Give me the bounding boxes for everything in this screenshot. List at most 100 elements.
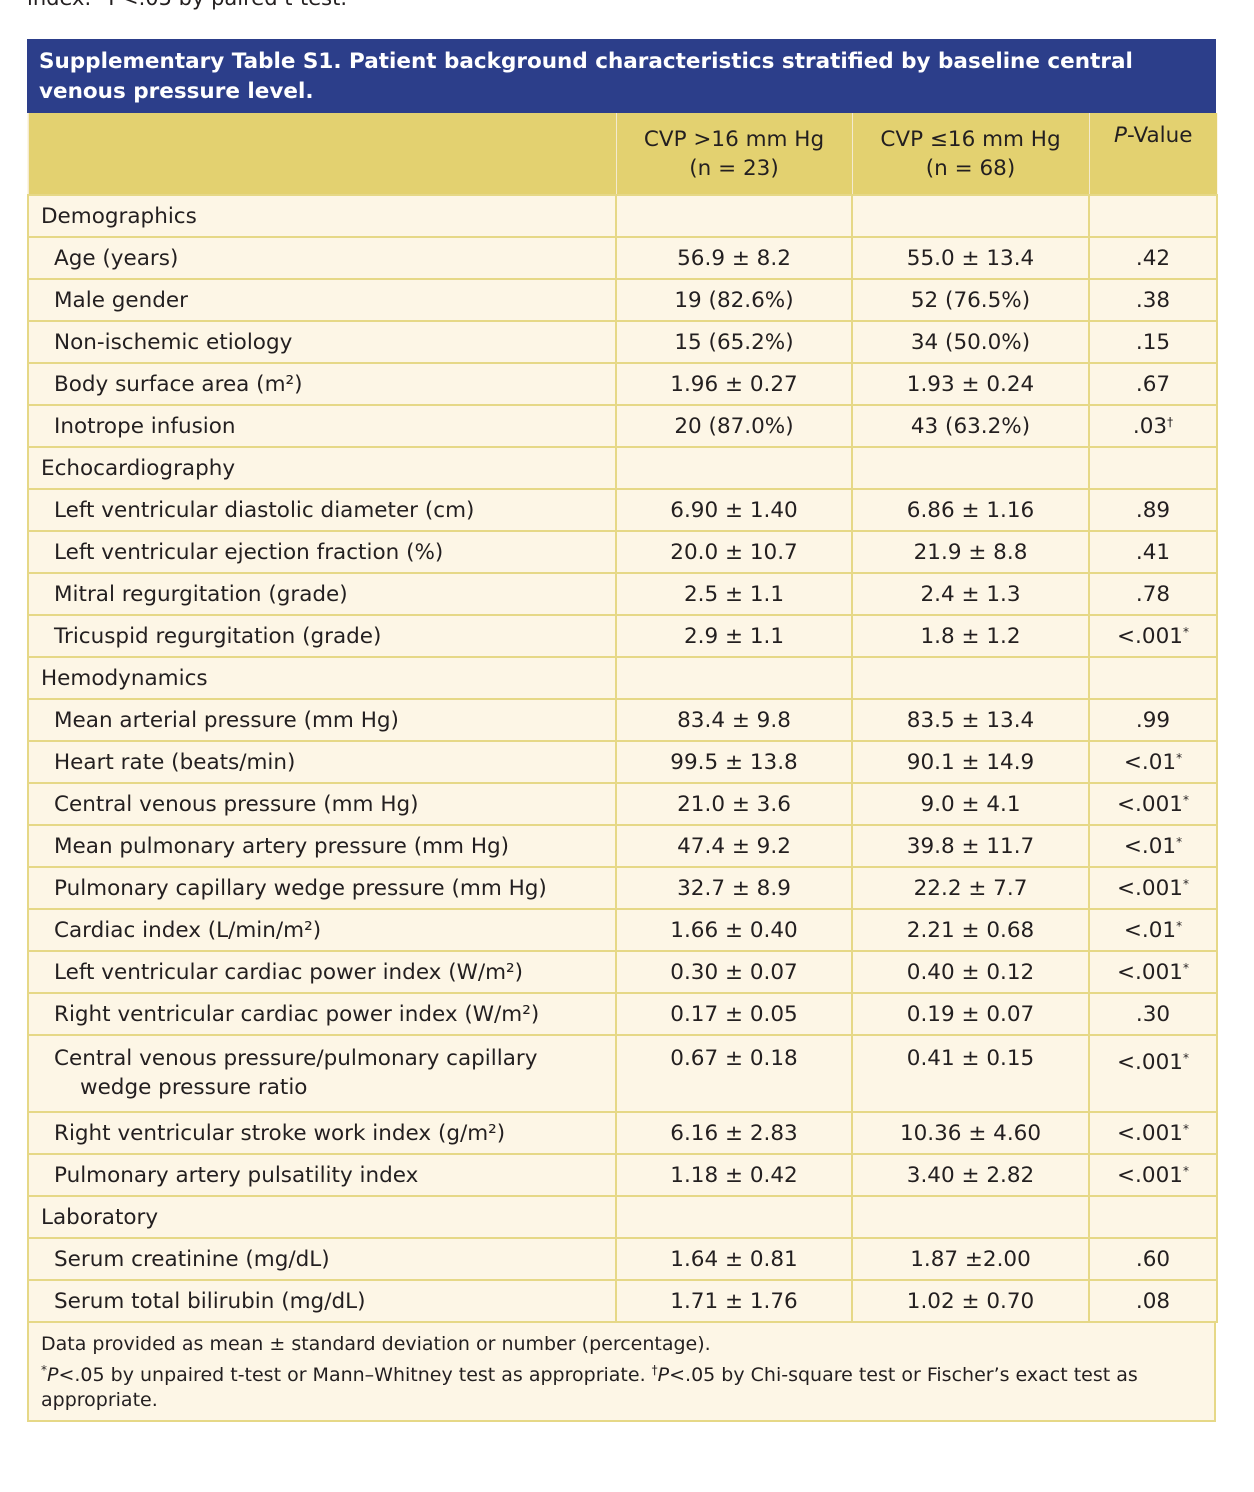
cvp-high-value: 2.5 ± 1.1 [615, 572, 853, 616]
section-row: Echocardiography [27, 446, 1218, 490]
cvp-low-value: 9.0 ± 4.1 [851, 782, 1090, 826]
supplementary-table: Supplementary Table S1. Patient backgrou… [27, 39, 1218, 1422]
cvp-low-value: 1.93 ± 0.24 [851, 362, 1090, 406]
cvp-high-value: 1.96 ± 0.27 [615, 362, 853, 406]
row-label: Body surface area (m²) [27, 362, 617, 406]
cvp-low-value: 2.21 ± 0.68 [851, 908, 1090, 952]
section-label: Echocardiography [27, 446, 617, 490]
row-label: Right ventricular stroke work index (g/m… [27, 1111, 617, 1155]
row-label: Serum total bilirubin (mg/dL) [27, 1279, 617, 1323]
cvp-high-value: 32.7 ± 8.9 [615, 866, 853, 910]
p-value: .41 [1088, 530, 1218, 574]
empty-cell [615, 656, 853, 700]
p-value: .08 [1088, 1279, 1218, 1323]
p-value: .03† [1088, 404, 1218, 448]
cvp-low-value: 0.41 ± 0.15 [851, 1034, 1090, 1113]
empty-cell [1088, 1195, 1218, 1239]
p-value: <.001* [1088, 1034, 1218, 1113]
p-value: <.01* [1088, 908, 1218, 952]
p-value: <.01* [1088, 740, 1218, 784]
cvp-high-value: 1.64 ± 0.81 [615, 1237, 853, 1281]
cvp-high-value: 1.18 ± 0.42 [615, 1153, 853, 1197]
table-row: Left ventricular cardiac power index (W/… [27, 950, 1218, 994]
section-label: Demographics [27, 194, 617, 238]
row-label: Age (years) [27, 236, 617, 280]
section-row: Hemodynamics [27, 656, 1218, 700]
row-label: Left ventricular diastolic diameter (cm) [27, 488, 617, 532]
table-row: Tricuspid regurgitation (grade) 2.9 ± 1.1… [27, 614, 1218, 658]
row-label: Central venous pressure (mm Hg) [27, 782, 617, 826]
p-value: .99 [1088, 698, 1218, 742]
header-cvp-high: CVP >16 mm Hg (n = 23) [615, 113, 852, 195]
previous-footnote-fragment: index. *P<.05 by paired t-test. [27, 0, 347, 10]
table-row: Left ventricular diastolic diameter (cm)… [27, 488, 1218, 532]
table-footnotes: Data provided as mean ± standard deviati… [27, 1323, 1216, 1422]
p-value: <.01* [1088, 824, 1218, 868]
cvp-high-value: 83.4 ± 9.8 [615, 698, 853, 742]
table-row: Heart rate (beats/min) 99.5 ± 13.8 90.1 ± … [27, 740, 1218, 784]
cvp-high-value: 6.90 ± 1.40 [615, 488, 853, 532]
cvp-low-value: 83.5 ± 13.4 [851, 698, 1090, 742]
p-value: <.001* [1088, 782, 1218, 826]
cvp-low-value: 90.1 ± 14.9 [851, 740, 1090, 784]
empty-cell [615, 194, 853, 238]
cvp-low-value: 21.9 ± 8.8 [851, 530, 1090, 574]
cvp-low-value: 0.40 ± 0.12 [851, 950, 1090, 994]
p-value: .42 [1088, 236, 1218, 280]
empty-cell [1088, 656, 1218, 700]
section-label: Laboratory [27, 1195, 617, 1239]
table-row: Right ventricular cardiac power index (W… [27, 992, 1218, 1036]
empty-cell [851, 1195, 1090, 1239]
cvp-low-value: 39.8 ± 11.7 [851, 824, 1090, 868]
cvp-low-value: 1.8 ± 1.2 [851, 614, 1090, 658]
cvp-low-value: 55.0 ± 13.4 [851, 236, 1090, 280]
empty-cell [851, 446, 1090, 490]
row-label: Cardiac index (L/min/m²) [27, 908, 617, 952]
p-value: .89 [1088, 488, 1218, 532]
empty-cell [1088, 446, 1218, 490]
p-value: .15 [1088, 320, 1218, 364]
p-value: <.001* [1088, 866, 1218, 910]
row-label: Tricuspid regurgitation (grade) [27, 614, 617, 658]
cvp-low-value: 22.2 ± 7.7 [851, 866, 1090, 910]
row-label: Central venous pressure/pulmonary capill… [27, 1034, 617, 1113]
cvp-high-value: 1.71 ± 1.76 [615, 1279, 853, 1323]
row-label: Right ventricular cardiac power index (W… [27, 992, 617, 1036]
cvp-high-value: 21.0 ± 3.6 [615, 782, 853, 826]
cvp-high-value: 20 (87.0%) [615, 404, 853, 448]
row-label: Mean pulmonary artery pressure (mm Hg) [27, 824, 617, 868]
cvp-high-value: 1.66 ± 0.40 [615, 908, 853, 952]
table-row: Central venous pressure (mm Hg) 21.0 ± 3.… [27, 782, 1218, 826]
header-p-value: P-Value [1088, 113, 1217, 195]
p-value: <.001* [1088, 1153, 1218, 1197]
table-row: Serum creatinine (mg/dL) 1.64 ± 0.81 1.87 … [27, 1237, 1218, 1281]
header-row: CVP >16 mm Hg (n = 23) CVP ≤16 mm Hg (n = … [27, 113, 1217, 195]
cvp-low-value: 1.02 ± 0.70 [851, 1279, 1090, 1323]
cvp-low-value: 43 (63.2%) [851, 404, 1090, 448]
section-label: Hemodynamics [27, 656, 617, 700]
cvp-high-value: 99.5 ± 13.8 [615, 740, 853, 784]
cvp-low-value: 6.86 ± 1.16 [851, 488, 1090, 532]
table-row: Mitral regurgitation (grade) 2.5 ± 1.1 2.4… [27, 572, 1218, 616]
table-row: Male gender 19 (82.6%) 52 (76.5%) .38 [27, 278, 1218, 322]
cvp-high-value: 0.67 ± 0.18 [615, 1034, 853, 1113]
cvp-low-value: 52 (76.5%) [851, 278, 1090, 322]
cvp-high-value: 15 (65.2%) [615, 320, 853, 364]
empty-cell [851, 194, 1090, 238]
table-row: Central venous pressure/pulmonary capill… [27, 1034, 1218, 1113]
row-label: Non-ischemic etiology [27, 320, 617, 364]
table-row: Right ventricular stroke work index (g/m… [27, 1111, 1218, 1155]
row-label: Serum creatinine (mg/dL) [27, 1237, 617, 1281]
table-row: Pulmonary artery pulsatility index 1.18 ±… [27, 1153, 1218, 1197]
p-value: <.001* [1088, 1111, 1218, 1155]
table-row: Pulmonary capillary wedge pressure (mm H… [27, 866, 1218, 910]
header-cvp-low: CVP ≤16 mm Hg (n = 68) [851, 113, 1089, 195]
cvp-low-value: 2.4 ± 1.3 [851, 572, 1090, 616]
p-value: <.001* [1088, 614, 1218, 658]
table-row: Mean arterial pressure (mm Hg) 83.4 ± 9.8… [27, 698, 1218, 742]
p-value: .78 [1088, 572, 1218, 616]
table-row: Inotrope infusion 20 (87.0%) 43 (63.2%) .03… [27, 404, 1218, 448]
p-value: .30 [1088, 992, 1218, 1036]
row-label: Mean arterial pressure (mm Hg) [27, 698, 617, 742]
cvp-low-value: 10.36 ± 4.60 [851, 1111, 1090, 1155]
